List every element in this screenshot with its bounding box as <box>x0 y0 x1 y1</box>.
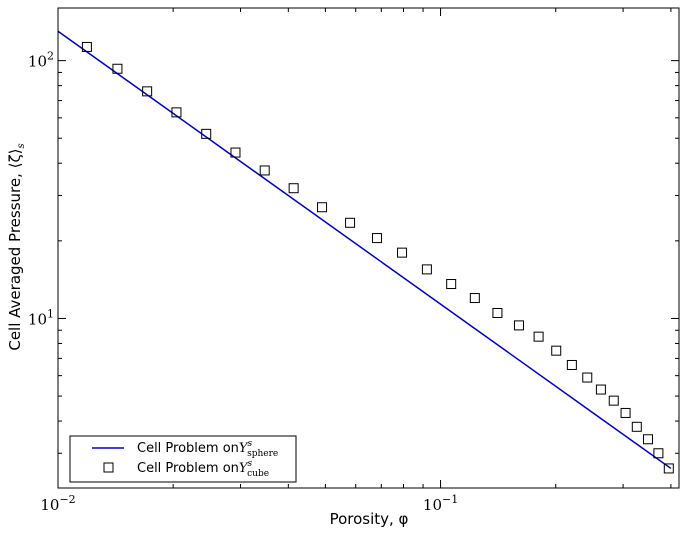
legend-entry-sphere: Cell Problem onYs sphere <box>137 439 278 459</box>
data-point-cube <box>230 147 241 158</box>
data-point-cube <box>469 293 480 304</box>
data-point-cube <box>663 463 674 474</box>
data-point-cube <box>371 233 382 244</box>
data-point-cube <box>421 264 432 275</box>
y-axis-label-subscript: s <box>16 143 27 148</box>
x-axis-label: Porosity, φ <box>330 510 409 528</box>
data-point-cube <box>631 421 642 432</box>
x-tick-label: 10−1 <box>423 493 458 514</box>
data-point-cube <box>653 448 664 459</box>
data-point-cube <box>259 165 270 176</box>
data-point-cube <box>513 320 524 331</box>
x-tick-label: 10−2 <box>40 493 75 514</box>
data-point-cube <box>81 41 92 52</box>
data-point-cube <box>566 359 577 370</box>
data-point-cube <box>142 86 153 97</box>
data-point-cube <box>595 384 606 395</box>
data-point-cube <box>171 107 182 118</box>
data-point-cube <box>112 63 123 74</box>
data-point-cube <box>201 128 212 139</box>
data-point-cube <box>317 202 328 213</box>
data-point-cube <box>345 217 356 228</box>
data-point-cube <box>582 372 593 383</box>
data-point-cube <box>608 395 619 406</box>
y-axis-label-main: Cell Averaged Pressure, ⟨ζ⟩ <box>6 148 24 350</box>
y-tick-label: 102 <box>28 50 54 71</box>
data-point-cube <box>620 407 631 418</box>
data-point-cube <box>288 183 299 194</box>
data-point-cube <box>446 279 457 290</box>
legend-entry-cube: Cell Problem onYs cube <box>137 459 269 479</box>
data-point-cube <box>397 247 408 258</box>
plot-frame <box>57 7 680 489</box>
data-point-cube <box>533 331 544 342</box>
legend-box <box>69 435 297 483</box>
y-tick-label: 101 <box>28 307 54 328</box>
y-axis-label: Cell Averaged Pressure, ⟨ζ⟩s <box>6 143 27 350</box>
plot-area <box>57 30 674 474</box>
data-point-cube <box>551 345 562 356</box>
legend-square-swatch <box>103 462 114 473</box>
data-point-cube <box>642 434 653 445</box>
series-line-sphere <box>57 30 672 470</box>
data-point-cube <box>492 307 503 318</box>
legend: Cell Problem onYs sphere Cell Problem onY… <box>69 435 297 483</box>
